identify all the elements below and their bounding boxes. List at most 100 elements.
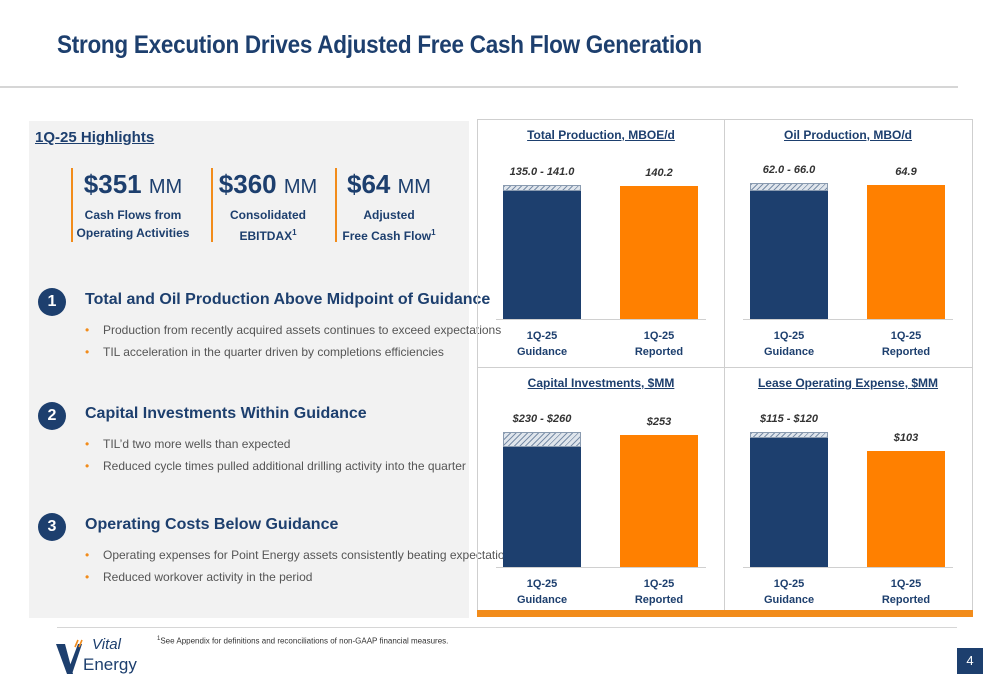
footnote-marker: 1 xyxy=(157,636,161,642)
bullet-item: TIL acceleration in the quarter driven b… xyxy=(85,341,501,363)
category-label-line2: Guidance xyxy=(763,346,815,358)
section-number-badge: 3 xyxy=(38,513,66,541)
category-label-line1: 1Q-25 xyxy=(773,330,805,342)
data-label-guidance: 62.0 - 66.0 xyxy=(762,164,816,177)
metric-value: $64 MM xyxy=(337,168,441,203)
charts-grid: Total Production, MBOE/d 135.0 - 141.0 140… xyxy=(477,119,973,616)
highlights-title: 1Q-25 Highlights xyxy=(35,129,155,146)
section-bullets: TIL’d two more wells than expected Reduc… xyxy=(85,433,466,477)
chart-baseline xyxy=(496,567,706,568)
metric-ebitdax: $360 MM Consolidated EBITDAX1 xyxy=(211,168,323,245)
page-number: 4 xyxy=(957,648,983,674)
bar-reported-capital-investments xyxy=(620,435,698,567)
bar-reported-total-production xyxy=(620,185,698,319)
chart-title-total-production: Total Production, MBOE/d xyxy=(527,128,675,142)
section-heading: Operating Costs Below Guidance xyxy=(85,516,339,533)
footnote-marker: 1 xyxy=(292,228,297,237)
category-label-line1: 1Q-25 xyxy=(526,578,558,590)
metric-label-line1: Cash Flows from xyxy=(84,208,182,222)
metric-label: Adjusted Free Cash Flow1 xyxy=(337,206,441,245)
grid-divider-horizontal xyxy=(478,367,972,368)
chart-baseline xyxy=(743,319,953,320)
category-label-line2: Reported xyxy=(634,346,684,358)
category-label-line2: Reported xyxy=(634,594,684,606)
metric-value: $360 MM xyxy=(213,168,323,203)
bullet-item: Production from recently acquired assets… xyxy=(85,319,501,341)
bar-guidance-range-capital-investments xyxy=(503,431,581,448)
section-heading: Total and Oil Production Above Midpoint … xyxy=(85,291,491,308)
bullet-item: Reduced workover activity in the period xyxy=(85,566,517,588)
logo-mark-icon xyxy=(56,639,83,674)
bar-reported-lease-operating-expense xyxy=(867,451,945,567)
category-label-line2: Guidance xyxy=(763,594,815,606)
category-label-line2: Guidance xyxy=(516,594,568,606)
bar-guidance-low-oil-production xyxy=(750,191,828,319)
metric-amount: $64 xyxy=(347,169,391,199)
category-label-reported: 1Q-25 Reported xyxy=(861,328,951,360)
data-label-reported: 64.9 xyxy=(895,166,917,179)
metric-amount: $360 xyxy=(218,169,277,199)
bar-guidance-range-oil-production xyxy=(750,183,828,192)
metric-label: Cash Flows from Operating Activities xyxy=(73,206,193,242)
highlights-panel: 1Q-25 Highlights $351 MM Cash Flows from… xyxy=(29,121,517,618)
footnote: 1See Appendix for definitions and reconc… xyxy=(157,636,448,646)
metric-unit: MM xyxy=(397,176,431,198)
bar-guidance-low-lease-operating-expense xyxy=(750,437,828,567)
category-label-reported: 1Q-25 Reported xyxy=(861,576,951,608)
metric-unit: MM xyxy=(283,176,318,198)
bullet-item: TIL’d two more wells than expected xyxy=(85,433,466,455)
category-label-guidance: 1Q-25 Guidance xyxy=(497,576,587,608)
category-label-line1: 1Q-25 xyxy=(643,578,675,590)
chart-title-oil-production: Oil Production, MBO/d xyxy=(784,128,912,142)
slide-title: Strong Execution Drives Adjusted Free Ca… xyxy=(57,31,702,59)
category-label-guidance: 1Q-25 Guidance xyxy=(744,576,834,608)
data-label-guidance: 135.0 - 141.0 xyxy=(509,165,575,178)
metric-value: $351 MM xyxy=(73,168,193,203)
category-label-guidance: 1Q-25 Guidance xyxy=(497,328,587,360)
category-label-line2: Reported xyxy=(881,594,931,606)
category-label-line1: 1Q-25 xyxy=(890,578,922,590)
metric-cash-flows: $351 MM Cash Flows from Operating Activit… xyxy=(71,168,193,242)
category-label-guidance: 1Q-25 Guidance xyxy=(744,328,834,360)
metric-label-line2: EBITDAX xyxy=(239,229,293,243)
category-label-reported: 1Q-25 Reported xyxy=(614,328,704,360)
metric-label-line1: Adjusted xyxy=(363,208,415,222)
data-label-reported: $253 xyxy=(646,416,672,429)
metric-label-line2: Free Cash Flow xyxy=(342,229,432,243)
metric-adjusted-fcf: $64 MM Adjusted Free Cash Flow1 xyxy=(335,168,441,245)
footnote-marker: 1 xyxy=(431,228,436,237)
chart-title-capital-investments: Capital Investments, $MM xyxy=(527,376,675,390)
bullet-item: Operating expenses for Point Energy asse… xyxy=(85,544,517,566)
vital-energy-logo: Vital Energy xyxy=(56,636,156,678)
logo-word-energy: Energy xyxy=(83,655,137,674)
data-label-guidance: $230 - $260 xyxy=(512,412,572,425)
logo-word-vital: Vital xyxy=(92,636,121,653)
metric-label: Consolidated EBITDAX1 xyxy=(213,206,323,245)
category-label-line1: 1Q-25 xyxy=(773,578,805,590)
bar-guidance-range-lease-operating-expense xyxy=(750,432,828,438)
metric-label-line2: Operating Activities xyxy=(76,226,190,240)
section-bullets: Production from recently acquired assets… xyxy=(85,319,501,363)
bullet-item: Reduced cycle times pulled additional dr… xyxy=(85,455,466,477)
chart-baseline xyxy=(743,567,953,568)
data-label-reported: 140.2 xyxy=(645,166,673,179)
section-number-badge: 1 xyxy=(38,288,66,316)
metric-label-line1: Consolidated xyxy=(229,208,306,222)
category-label-line2: Reported xyxy=(881,346,931,358)
section-number-badge: 2 xyxy=(38,402,66,430)
bar-reported-oil-production xyxy=(867,185,945,319)
category-label-reported: 1Q-25 Reported xyxy=(614,576,704,608)
footnote-text: See Appendix for definitions and reconci… xyxy=(160,636,449,646)
section-bullets: Operating expenses for Point Energy asse… xyxy=(85,544,517,588)
bar-guidance-range-total-production xyxy=(503,184,581,191)
category-label-line1: 1Q-25 xyxy=(643,330,675,342)
title-divider xyxy=(0,86,958,88)
metric-unit: MM xyxy=(148,176,183,198)
data-label-guidance: $115 - $120 xyxy=(760,413,818,426)
section-heading: Capital Investments Within Guidance xyxy=(85,405,367,422)
category-label-line2: Guidance xyxy=(516,346,568,358)
category-label-line1: 1Q-25 xyxy=(890,330,922,342)
bar-guidance-low-capital-investments xyxy=(503,447,581,567)
data-label-reported: $103 xyxy=(893,432,919,445)
